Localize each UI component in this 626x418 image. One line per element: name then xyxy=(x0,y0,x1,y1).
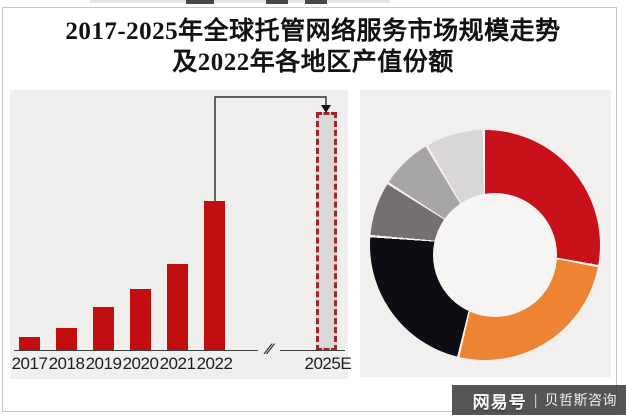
bar-2017 xyxy=(19,337,40,351)
watermark-source: 贝哲斯咨询 xyxy=(544,392,617,408)
bar-2018 xyxy=(56,328,77,351)
axis-label-2018: 2018 xyxy=(48,354,85,373)
cropped-text-remnant xyxy=(186,0,214,4)
watermark-bar: 网易号 | 贝哲斯咨询 xyxy=(452,385,626,415)
axis-label-2020: 2020 xyxy=(122,354,159,373)
cropped-content-strip xyxy=(90,0,390,3)
donut-chart xyxy=(370,130,600,360)
axis-break-symbol: ∕∕ xyxy=(258,340,280,360)
donut-chart-panel xyxy=(360,90,611,377)
axis-label-2017: 2017 xyxy=(11,354,48,373)
watermark-brand: 网易号 xyxy=(472,392,527,412)
chart-title: 2017-2025年全球托管网络服务市场规模走势 及2022年各地区产值份额 xyxy=(20,16,606,78)
bar-2022 xyxy=(204,201,225,351)
x-axis-line xyxy=(14,350,345,351)
bar-2020 xyxy=(130,289,151,351)
axis-label-2021: 2021 xyxy=(159,354,196,373)
cropped-text-remnant xyxy=(305,0,327,4)
bar-2019 xyxy=(93,307,114,351)
axis-label-2025E: 2025E xyxy=(304,354,352,373)
chart-title-line2: 及2022年各地区产值份额 xyxy=(172,49,454,76)
cropped-text-remnant xyxy=(266,0,288,4)
axis-label-2022: 2022 xyxy=(196,354,233,373)
bar-2025E xyxy=(316,112,337,351)
axis-label-2019: 2019 xyxy=(85,354,122,373)
chart-title-line1: 2017-2025年全球托管网络服务市场规模走势 xyxy=(65,18,561,45)
bar-chart-plot: 2017 2018 2019 2020 2021 2022 2025E xyxy=(10,90,352,379)
donut-hole xyxy=(433,193,557,317)
bar-2021 xyxy=(167,264,188,351)
watermark-divider: | xyxy=(533,391,538,409)
bar-chart-panel: 2017 2018 2019 2020 2021 2022 2025E ∕∕ xyxy=(10,90,352,379)
